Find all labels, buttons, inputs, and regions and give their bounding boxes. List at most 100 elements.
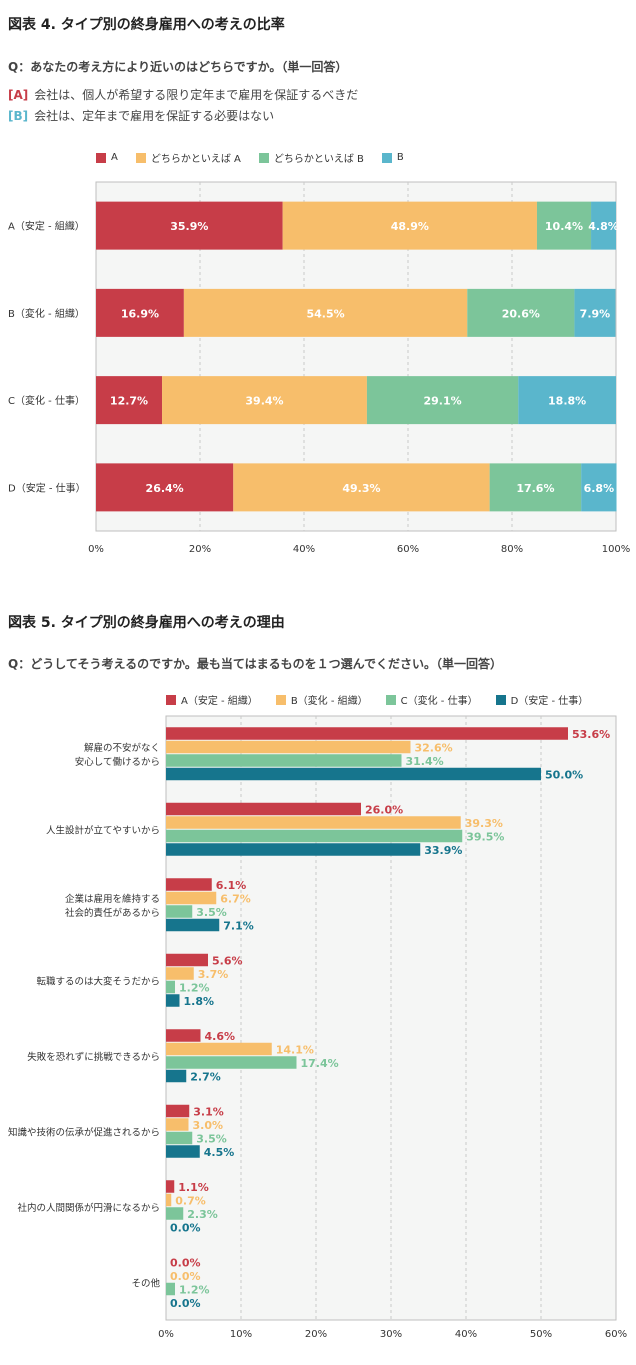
fig4-legend-item: B [381, 152, 404, 163]
fig5-data-label: 0.7% [175, 1195, 206, 1208]
fig5-bar [166, 727, 568, 740]
fig5-bar [166, 1131, 193, 1145]
fig5-data-label: 2.3% [187, 1208, 218, 1221]
fig5-data-label: 39.3% [465, 817, 503, 830]
fig5-bar [166, 1193, 172, 1207]
fig5-data-label: 0.0% [170, 1222, 201, 1235]
fig5-bar [166, 754, 402, 767]
fig4-data-label: 35.9% [170, 220, 208, 233]
fig4-tick-label: 80% [501, 544, 523, 555]
fig4-chart: 0% 20% 40% 60% 80% 100% A（安定 - 組織） 35.9% 48.9% 10… [8, 181, 630, 555]
fig4-data-label: 17.6% [516, 482, 554, 495]
fig5-data-label: 7.1% [223, 920, 254, 933]
fig4-question: Q：あなたの考え方により近いのはどちらですか。（単一回答） [8, 60, 348, 74]
fig4-data-label: 6.8% [584, 482, 615, 495]
fig5-bar [166, 967, 194, 980]
fig5-data-label: 6.7% [220, 893, 251, 906]
fig4-bar-segment [282, 201, 537, 250]
fig4-bar-segment [162, 376, 367, 425]
fig5-data-label: 3.5% [196, 906, 227, 919]
fig5-bar [166, 918, 220, 932]
fig4-bar-segment [574, 288, 616, 337]
fig4-data-label: 16.9% [121, 307, 159, 320]
fig5-data-label: 31.4% [406, 755, 444, 768]
fig5-data-label: 1.2% [179, 1284, 210, 1297]
fig4-data-label: 49.3% [342, 482, 380, 495]
fig5-data-label: 39.5% [466, 831, 504, 844]
legend-swatch [258, 152, 269, 163]
fig5-bar [166, 1029, 201, 1042]
fig4-tick-label: 0% [88, 544, 104, 555]
fig5-category-label: 転職するのは大変そうだから [36, 975, 160, 987]
fig5-data-label: 3.5% [196, 1133, 227, 1146]
fig5-tick-label: 60% [605, 1329, 627, 1340]
fig4-category-label: A（安定 - 組織） [8, 220, 85, 233]
fig5-data-label: 0.0% [170, 1297, 201, 1310]
fig5-bar [166, 1282, 175, 1296]
option-b-text: 会社は、定年まで雇用を保証する必要はない [34, 109, 275, 123]
fig5-legend: A（安定 - 組織） B（変化 - 組織） C（変化 - 仕事） D（安定 - … [166, 692, 588, 707]
fig4-bar-segment [489, 463, 582, 512]
fig4-legend-item: どちらかといえば B [258, 150, 364, 165]
fig5-data-label: 17.4% [301, 1057, 339, 1070]
fig5-bar [166, 740, 411, 754]
fig4-bar-segment [96, 288, 184, 337]
fig4-data-label: 20.6% [502, 307, 540, 320]
fig5-data-label: 26.0% [365, 804, 403, 817]
legend-swatch [275, 694, 286, 705]
fig5-tick-label: 10% [230, 1329, 252, 1340]
fig4-tick-label: 40% [293, 544, 315, 555]
fig5-tick-label: 50% [530, 1329, 552, 1340]
fig5-category-label: 知識や技術の伝承が促進されるから [8, 1126, 160, 1138]
fig4-bar-segment [96, 463, 234, 512]
fig5-data-label: 1.2% [179, 982, 210, 995]
fig4-bar-segment [467, 288, 575, 337]
fig5-data-label: 33.9% [424, 844, 462, 857]
fig5-bar [166, 878, 212, 891]
fig5-category-label: その他 [131, 1277, 160, 1289]
fig5-data-label: 53.6% [572, 728, 610, 741]
fig4-bar-segment [518, 376, 616, 425]
fig5-bar [166, 891, 217, 905]
fig5-bar [166, 905, 193, 918]
fig4-tick-label: 20% [189, 544, 211, 555]
fig5-bar [166, 816, 461, 829]
fig5-category-label: 解雇の不安がなく [84, 742, 160, 754]
fig5-data-label: 6.1% [216, 879, 247, 892]
fig4-data-label: 48.9% [391, 220, 429, 233]
fig4-bar-segment [233, 463, 490, 512]
fig4-category-label: C（変化 - 仕事） [8, 394, 85, 407]
fig5-category-label: 社内の人間関係が円滑になるから [17, 1202, 160, 1214]
fig4-data-label: 10.4% [545, 220, 583, 233]
fig4-bar-segment [591, 201, 616, 250]
fig5-bar [166, 1042, 272, 1056]
legend-swatch [135, 152, 146, 163]
fig5-category-label: 企業は雇用を維持する [65, 893, 160, 905]
fig4-data-label: 39.4% [245, 395, 283, 408]
fig5-data-label: 50.0% [545, 769, 583, 782]
legend-label: A（安定 - 組織） [181, 696, 258, 707]
legend-label: どちらかといえば B [273, 154, 364, 165]
fig4-data-label: 54.5% [306, 307, 344, 320]
fig5-data-label: 14.1% [276, 1044, 314, 1057]
legend-label: C（変化 - 仕事） [400, 696, 478, 707]
fig5-legend-item: A（安定 - 組織） [166, 692, 258, 707]
fig5-bar [166, 802, 361, 816]
fig5-legend-item: B（変化 - 組織） [275, 692, 368, 707]
fig5-bar [166, 1104, 190, 1118]
fig4-bar-segment [581, 463, 617, 512]
fig5-data-label: 0.0% [170, 1270, 201, 1283]
fig5-bar [166, 1207, 184, 1220]
fig5-bar [166, 829, 463, 843]
fig5-category-label: 失敗を恐れずに挑戦できるから [27, 1051, 160, 1063]
fig4-option-a: [A] 会社は、個人が希望する限り定年まで雇用を保証するべきだ [8, 86, 358, 103]
fig4-category-label: B（変化 - 組織） [8, 307, 85, 320]
option-a-text: 会社は、個人が希望する限り定年まで雇用を保証するべきだ [34, 88, 359, 102]
fig4-title: 図表 4. タイプ別の終身雇用への考えの比率 [8, 17, 285, 33]
fig4-legend: A どちらかといえば A どちらかといえば B B [96, 150, 404, 165]
fig4-data-label: 4.8% [588, 220, 619, 233]
fig5-data-label: 32.6% [415, 742, 453, 755]
fig4-data-label: 29.1% [423, 395, 461, 408]
